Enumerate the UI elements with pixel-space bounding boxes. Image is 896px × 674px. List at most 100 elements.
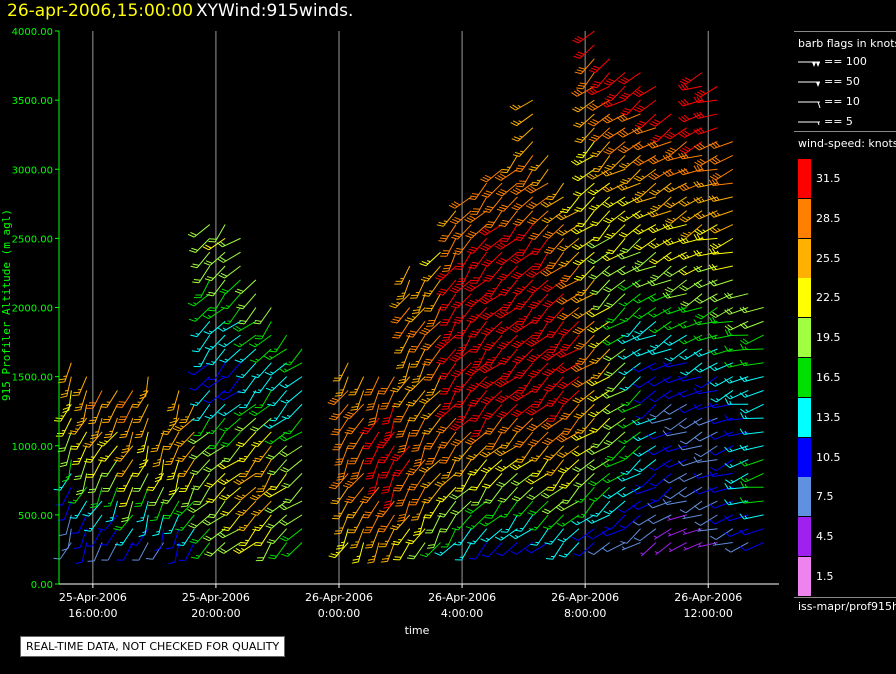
barb-feather [495, 192, 503, 197]
barb-feather [650, 242, 657, 248]
barb-staff [285, 376, 303, 389]
barb-staff [477, 417, 488, 437]
wind-barb [708, 470, 733, 478]
barb-feather [75, 492, 83, 496]
wind-barb [187, 224, 211, 238]
wind-barb [68, 417, 88, 435]
barb-feather [75, 406, 82, 409]
wind-barb [436, 210, 457, 227]
wind-barb [601, 168, 626, 177]
barb-half-feather [271, 386, 275, 389]
barb-feather [594, 81, 601, 84]
barb-half-feather [120, 455, 125, 458]
barb-feather [346, 429, 354, 432]
barb-feather [204, 553, 211, 557]
barb-feather [589, 120, 597, 125]
barb-staff [488, 473, 503, 489]
wind-barb [166, 528, 180, 550]
barb-feather [605, 320, 613, 324]
barb-feather [454, 319, 461, 322]
wind-barb [694, 85, 718, 98]
barb-feather [574, 175, 581, 180]
wind-barb [573, 334, 595, 350]
barb-feather [135, 502, 143, 505]
barb-staff [411, 528, 426, 545]
barb-feather [381, 422, 389, 425]
barb-feather [413, 530, 421, 533]
barb-staff [699, 293, 718, 304]
barb-feather [494, 382, 501, 388]
wind-barb [87, 542, 103, 562]
wind-barb [61, 528, 72, 551]
wind-barb [708, 417, 733, 425]
barb-feather [407, 539, 415, 543]
barb-feather [423, 429, 431, 433]
barb-feather [561, 414, 568, 418]
barb-staff [532, 486, 549, 500]
barb-feather [514, 427, 521, 431]
wind-barb [456, 265, 472, 285]
barb-feather [570, 435, 577, 441]
barb-feather [147, 486, 155, 489]
barb-half-feather [606, 325, 610, 329]
barb-staff [225, 279, 241, 294]
barb-feather [602, 203, 609, 208]
wind-barb [252, 445, 272, 463]
wind-barb [99, 528, 118, 546]
barb-half-feather [475, 299, 479, 302]
wind-barb [480, 528, 503, 543]
barb-staff [610, 85, 626, 102]
wind-barb [679, 279, 703, 292]
barb-feather [647, 280, 653, 287]
barb-staff [373, 542, 380, 562]
barb-staff [697, 168, 718, 172]
barb-staff [550, 238, 564, 254]
barb-feather [494, 536, 502, 541]
barb-staff [697, 251, 718, 257]
barb-half-feather [729, 501, 732, 505]
barb-feather [680, 184, 687, 190]
barb-feather [589, 258, 597, 263]
wind-barb [411, 362, 426, 383]
barb-feather [422, 294, 430, 297]
barb-half-feather [171, 472, 175, 475]
wind-barb [132, 542, 149, 561]
barb-feather [559, 279, 567, 283]
barb-feather [711, 179, 717, 186]
barb-feather [708, 402, 714, 409]
barb-half-feather [717, 243, 722, 247]
wind-barb [693, 387, 718, 395]
barb-feather [469, 231, 477, 235]
barb-half-feather [579, 312, 583, 316]
barb-feather [559, 245, 566, 250]
barb-half-feather [595, 411, 600, 414]
barb-half-feather [371, 555, 376, 558]
barb-half-feather [669, 341, 673, 345]
barb-staff [440, 403, 457, 419]
barb-feather [59, 464, 67, 468]
barb-half-feather [639, 198, 643, 202]
barb-staff [551, 390, 565, 407]
wind-barb [425, 514, 441, 534]
barb-staff [714, 224, 734, 234]
barb-feather [591, 307, 598, 311]
barb-staff [682, 459, 703, 467]
barb-staff [610, 155, 626, 170]
wind-barb [632, 445, 657, 457]
barb-staff [225, 417, 241, 432]
barb-feather [238, 526, 246, 529]
barb-staff [715, 307, 734, 318]
barb-half-feather [515, 534, 519, 538]
barb-feather [724, 325, 731, 331]
wind-barb [409, 348, 426, 368]
wind-barb [217, 251, 241, 263]
wind-barb [587, 320, 611, 333]
barb-staff [119, 514, 134, 531]
barb-staff [625, 307, 641, 322]
barb-feather [573, 552, 580, 557]
barb-feather [404, 388, 412, 392]
barb-feather [204, 484, 211, 488]
barb-half-feather [476, 329, 481, 331]
barb-feather [442, 270, 449, 273]
barb-staff [564, 542, 580, 558]
